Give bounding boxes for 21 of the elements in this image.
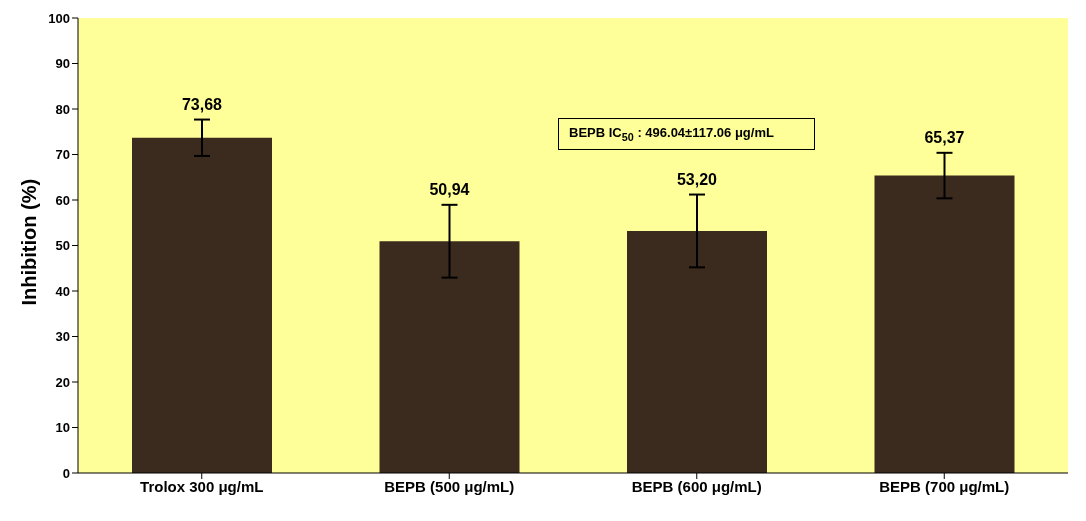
- y-tick-label: 80: [55, 101, 70, 117]
- x-tick-label: BEPB (500 μg/mL): [384, 477, 515, 495]
- data-label: 53,20: [676, 170, 718, 188]
- y-tick-label: 90: [55, 56, 70, 72]
- y-tick-label: 30: [55, 329, 70, 345]
- y-tick-label: 40: [55, 283, 70, 299]
- y-tick-label: 70: [55, 147, 70, 163]
- y-axis-title: Inhibition (%): [18, 178, 41, 306]
- y-tick-label: 100: [48, 10, 70, 26]
- y-tick-label: 60: [55, 192, 70, 208]
- data-label: 73,68: [181, 95, 223, 113]
- data-label: 50,94: [429, 180, 470, 198]
- x-tick-label: BEPB (700 μg/mL): [879, 477, 1010, 495]
- y-tick-label: 10: [55, 420, 70, 436]
- x-tick-label: BEPB (600 μg/mL): [631, 477, 762, 495]
- y-tick-label: 0: [62, 465, 70, 481]
- x-tick-label: Trolox 300 μg/mL: [140, 477, 264, 495]
- y-tick-label: 50: [55, 238, 70, 254]
- note-box: BEPB IC$_{50}$ : 496.04±117.06 μg/mL: [558, 118, 815, 150]
- data-label: 65,37: [924, 128, 965, 146]
- y-tick-label: 20: [55, 374, 70, 390]
